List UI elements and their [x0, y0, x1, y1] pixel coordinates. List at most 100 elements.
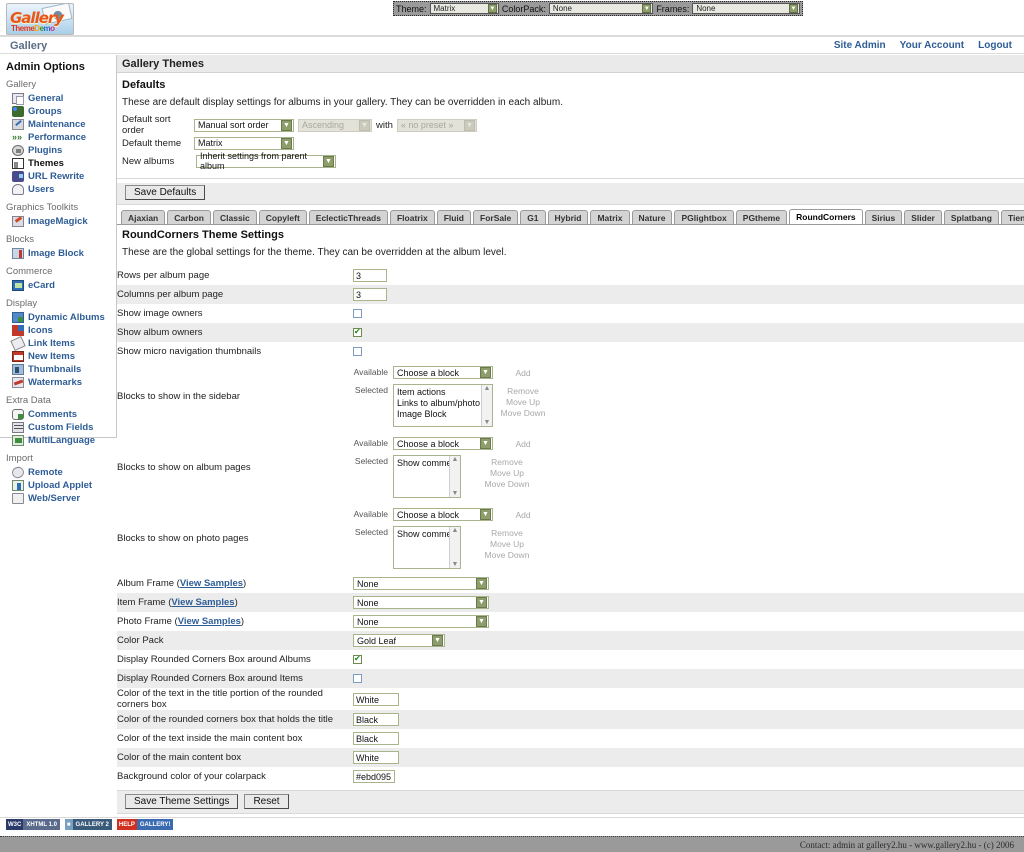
- sidebar-item-users[interactable]: Users: [6, 183, 116, 196]
- tab-matrix[interactable]: Matrix: [590, 210, 630, 224]
- tab-carbon[interactable]: Carbon: [167, 210, 211, 224]
- sidebar-item-thumbnails[interactable]: Thumbnails: [6, 363, 116, 376]
- sidebar-item-icons[interactable]: Icons: [6, 324, 116, 337]
- tab-classic[interactable]: Classic: [213, 210, 257, 224]
- tab-copyleft[interactable]: Copyleft: [258, 210, 307, 224]
- tab-sirius[interactable]: Sirius: [864, 210, 903, 224]
- album-blocks-remove[interactable]: Remove: [491, 457, 523, 467]
- bg-color-input[interactable]: #ebd095: [353, 770, 395, 783]
- sidebar-blocks-move-up[interactable]: Move Up: [505, 397, 540, 407]
- save-theme-settings-button[interactable]: Save Theme Settings: [125, 794, 239, 809]
- photo-blocks-remove[interactable]: Remove: [491, 528, 523, 538]
- album-blocks-move-up[interactable]: Move Up: [489, 468, 524, 478]
- tab-pglightbox[interactable]: PGlightbox: [674, 210, 734, 224]
- album-blocks-add[interactable]: Add: [515, 439, 531, 449]
- sidebar-blocks-selected-list[interactable]: Item actions Links to album/photo peers …: [393, 384, 493, 427]
- list-item[interactable]: Image Block: [397, 409, 447, 419]
- w3c-xhtml-badge[interactable]: W3C XHTML 1.0: [6, 819, 60, 830]
- sidebar-item-custom-fields[interactable]: Custom Fields: [6, 421, 116, 434]
- sidebar-item-watermarks[interactable]: Watermarks: [6, 376, 116, 389]
- save-defaults-button[interactable]: Save Defaults: [125, 185, 206, 200]
- list-item[interactable]: Links to album/photo peers: [397, 398, 492, 408]
- sort-direction-select[interactable]: Ascending ▼: [298, 118, 372, 132]
- sidebar-item-upload-applet[interactable]: Upload Applet: [6, 479, 116, 492]
- frames-select[interactable]: None ▼: [692, 3, 800, 14]
- scrollbar[interactable]: ▲ ▼: [449, 527, 460, 568]
- nav-site-admin[interactable]: Site Admin: [833, 40, 886, 51]
- tab-forsale[interactable]: ForSale: [473, 210, 519, 224]
- show-image-owners-checkbox[interactable]: [353, 309, 362, 319]
- sidebar-blocks-move-down[interactable]: Move Down: [500, 408, 546, 418]
- sidebar-blocks-remove[interactable]: Remove: [507, 386, 539, 396]
- tab-g1[interactable]: G1: [520, 210, 546, 224]
- new-albums-select[interactable]: Inherit settings from parent album ▼: [196, 151, 336, 171]
- photo-blocks-move-down[interactable]: Move Down: [484, 550, 530, 560]
- album-blocks-selected-list[interactable]: Show comments ▲ ▼: [393, 455, 461, 498]
- sidebar-item-general[interactable]: General: [6, 92, 116, 105]
- color-pack-select[interactable]: Gold Leaf ▼: [353, 634, 445, 647]
- tab-nature[interactable]: Nature: [631, 210, 673, 224]
- photo-blocks-add[interactable]: Add: [515, 510, 531, 520]
- sidebar-item-link-items[interactable]: Link Items: [6, 335, 116, 352]
- photo-frame-select[interactable]: None ▼: [353, 615, 489, 628]
- sidebar-item-imagemagick[interactable]: ImageMagick: [6, 215, 116, 228]
- sidebar-item-maintenance[interactable]: Maintenance: [6, 118, 116, 131]
- default-theme-select[interactable]: Matrix ▼: [194, 136, 294, 150]
- scroll-up-icon[interactable]: ▲: [451, 456, 459, 463]
- sidebar-blocks-add[interactable]: Add: [515, 368, 531, 378]
- rc-albums-checkbox[interactable]: [353, 654, 362, 665]
- photo-blocks-selected-list[interactable]: Show comments ▲ ▼: [393, 526, 461, 569]
- title-text-color-input[interactable]: White: [353, 692, 399, 706]
- album-blocks-move-down[interactable]: Move Down: [484, 479, 530, 489]
- sidebar-item-web-server[interactable]: Web/Server: [6, 492, 116, 505]
- scroll-up-icon[interactable]: ▲: [483, 385, 491, 392]
- sidebar-item-remote[interactable]: Remote: [6, 465, 116, 480]
- content-box-color-input[interactable]: White: [353, 751, 399, 764]
- scroll-down-icon[interactable]: ▼: [451, 561, 459, 568]
- album-frame-view-samples-link[interactable]: View Samples: [179, 578, 244, 589]
- sidebar-item-url-rewrite[interactable]: URL Rewrite: [6, 170, 116, 183]
- tab-eclecticthreads[interactable]: EclecticThreads: [308, 210, 388, 224]
- list-item[interactable]: Show comments: [397, 529, 461, 539]
- sidebar-item-performance[interactable]: Performance: [6, 131, 116, 144]
- list-item[interactable]: Show comments: [397, 458, 461, 468]
- sidebar-item-plugins[interactable]: Plugins: [6, 144, 116, 157]
- scroll-down-icon[interactable]: ▼: [451, 490, 459, 497]
- rc-items-checkbox[interactable]: [353, 674, 362, 684]
- sidebar-item-multilanguage[interactable]: MultiLanguage: [6, 434, 116, 447]
- sidebar-item-themes[interactable]: Themes: [6, 157, 116, 170]
- sidebar-item-comments[interactable]: Comments: [6, 408, 116, 421]
- title-box-color-input[interactable]: Black: [353, 713, 399, 726]
- sort-order-select[interactable]: Manual sort order ▼: [194, 118, 294, 132]
- tab-fluid[interactable]: Fluid: [436, 210, 471, 224]
- theme-select[interactable]: Matrix ▼: [429, 3, 499, 14]
- photo-frame-view-samples-link[interactable]: View Samples: [177, 616, 241, 627]
- tab-tien[interactable]: Tien: [1000, 210, 1024, 224]
- sidebar-item-new-items[interactable]: New Items: [6, 350, 116, 363]
- gallery-logo[interactable]: Gallery ThemeDemo: [6, 3, 74, 35]
- sidebar-item-dynamic-albums[interactable]: Dynamic Albums: [6, 311, 116, 324]
- scroll-up-icon[interactable]: ▲: [451, 527, 459, 534]
- scrollbar[interactable]: ▲ ▼: [449, 456, 460, 497]
- cols-per-page-input[interactable]: 3: [353, 288, 387, 301]
- help-gallery-badge[interactable]: HELP GALLERY!: [116, 819, 174, 830]
- photo-blocks-available-select[interactable]: Choose a block ▼: [393, 508, 493, 521]
- sidebar-blocks-available-select[interactable]: Choose a block ▼: [393, 366, 493, 379]
- tab-hybrid[interactable]: Hybrid: [547, 210, 589, 224]
- tab-floatrix[interactable]: Floatrix: [389, 210, 435, 224]
- tab-slider[interactable]: Slider: [904, 210, 942, 224]
- sidebar-item-groups[interactable]: Groups: [6, 105, 116, 118]
- gallery2-badge[interactable]: ■ GALLERY 2: [64, 819, 112, 830]
- item-frame-select[interactable]: None ▼: [353, 596, 489, 609]
- album-frame-select[interactable]: None ▼: [353, 577, 489, 590]
- tab-pgtheme[interactable]: PGtheme: [735, 210, 788, 224]
- reset-button[interactable]: Reset: [244, 794, 289, 809]
- album-blocks-available-select[interactable]: Choose a block ▼: [393, 437, 493, 450]
- scroll-down-icon[interactable]: ▼: [483, 419, 491, 426]
- sidebar-item-ecard[interactable]: eCard: [6, 279, 116, 292]
- rows-per-page-input[interactable]: 3: [353, 269, 387, 282]
- scrollbar[interactable]: ▲ ▼: [481, 385, 492, 426]
- sidebar-item-image-block[interactable]: Image Block: [6, 247, 116, 260]
- tab-splatbang[interactable]: Splatbang: [943, 210, 999, 224]
- nav-your-account[interactable]: Your Account: [899, 40, 965, 51]
